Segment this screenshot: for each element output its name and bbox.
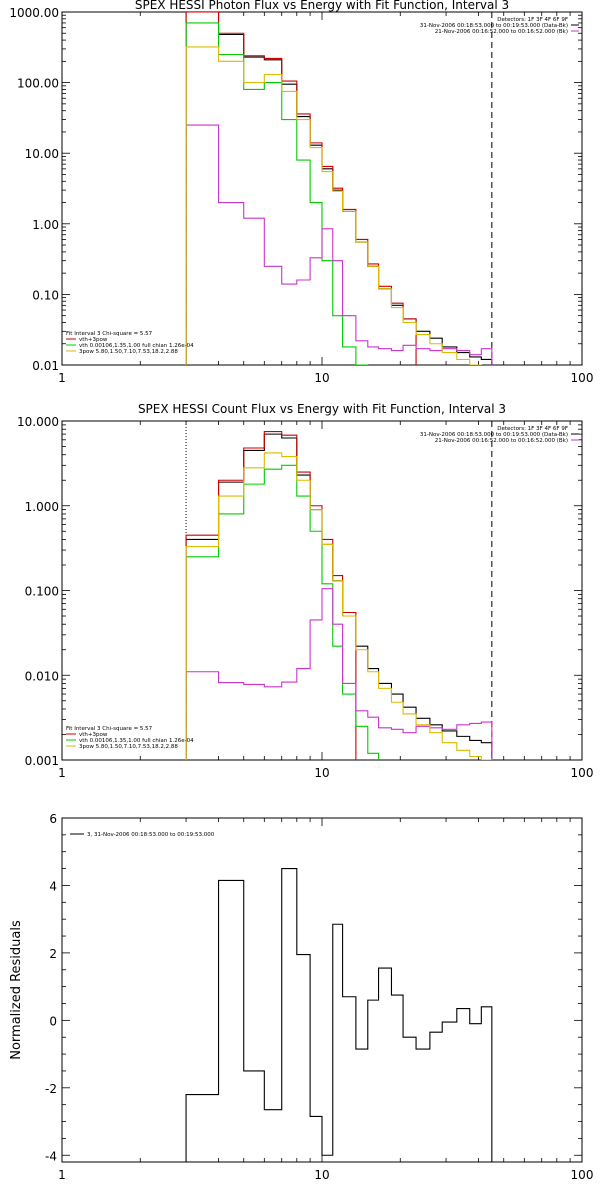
series-line-5 <box>185 452 493 760</box>
y-tick-label: 10.000 <box>17 415 59 429</box>
x-tick-label: 10 <box>314 371 329 385</box>
legend-right-entry: Detectors: 1F 3F 4F 6F 9F <box>497 17 568 23</box>
chart-title: SPEX HESSI Count Flux vs Energy with Fit… <box>138 402 506 416</box>
series-line-1 <box>185 433 493 760</box>
legend-right-entry: 31-Nov-2006 00:18:53.000 to 00:19:53.000… <box>420 23 568 29</box>
series-line-5 <box>185 46 482 365</box>
series-line-4 <box>185 124 493 365</box>
y-tick-label: 1.000 <box>25 500 59 514</box>
legend-right-entry: Detectors: 1F 3F 4F 6F 9F <box>497 426 568 432</box>
plot-area <box>185 12 493 365</box>
legend-left-entry: Fit Interval 3 Chi-square = 5.57 <box>66 726 153 732</box>
y-tick-label: 0 <box>49 1014 57 1028</box>
y-tick-label: 2 <box>49 947 57 961</box>
x-tick-label: 1 <box>58 1168 66 1182</box>
legend-right-entry: 31-Nov-2006 00:18:53.000 to 00:19:53.000… <box>420 432 568 438</box>
y-tick-label: -4 <box>45 1149 57 1163</box>
legend-left-entry: 3pow 5.80,1.50,7.10,7.53,18.2,2.88 <box>79 744 178 750</box>
chart-1: SPEX HESSI Photon Flux vs Energy with Fi… <box>9 0 594 385</box>
series-line-4 <box>185 588 493 760</box>
series-line-2 <box>185 12 417 365</box>
legend-left-entry: vth+3pow <box>79 337 108 343</box>
legend-right-entry: 21-Nov-2006 00:16:52.000 to 00:16:52.000… <box>435 438 568 444</box>
x-tick-label: 10 <box>314 766 329 780</box>
y-tick-label: 1.00 <box>32 218 59 232</box>
x-tick-label: 100 <box>571 766 594 780</box>
y-tick-label: 0.100 <box>25 585 59 599</box>
plot-frame <box>61 817 583 1163</box>
legend-left-entry: vth+3pow <box>79 732 108 738</box>
legend-left-entry: 3pow 5.80,1.50,7.10,7.53,18.2,2.88 <box>79 349 178 355</box>
legend-left-entry: vth 0.00106,1.35,1.00 full chian 1.26e-0… <box>79 738 194 744</box>
plot-frame <box>61 11 583 366</box>
y-tick-label: 10.00 <box>25 147 59 161</box>
legend-entry: 3, 31-Nov-2006 00:18:53.000 to 00:19:53.… <box>87 832 215 838</box>
series-line-3 <box>185 22 369 365</box>
x-tick-label: 100 <box>571 1168 594 1182</box>
y-axis-label: Normalized Residuals <box>9 920 24 1060</box>
y-tick-label: 6 <box>49 812 57 826</box>
y-tick-label: 1000.00 <box>9 6 59 20</box>
legend-right-entry: 21-Nov-2006 00:16:52.000 to 00:16:52.000… <box>435 29 568 35</box>
x-tick-label: 10 <box>314 1168 329 1182</box>
y-tick-label: 100.00 <box>17 77 59 91</box>
series-line-1 <box>185 12 493 365</box>
chart-title: SPEX HESSI Photon Flux vs Energy with Fi… <box>135 0 509 12</box>
plot-area <box>185 868 493 1162</box>
x-tick-label: 100 <box>571 371 594 385</box>
legend-left-entry: vth 0.00106,1.35,1.00 full chian 1.26e-0… <box>79 343 194 349</box>
plot-area <box>185 431 493 760</box>
y-tick-label: 0.01 <box>32 359 59 373</box>
series-line-2 <box>185 431 357 760</box>
x-tick-label: 1 <box>58 371 66 385</box>
y-tick-label: 0.010 <box>25 669 59 683</box>
x-tick-label: 1 <box>58 766 66 780</box>
y-tick-label: 4 <box>49 879 57 893</box>
y-tick-label: 0.001 <box>25 754 59 768</box>
legend-left-entry: Fit Interval 3 Chi-square = 5.57 <box>66 331 153 337</box>
series-line-3 <box>185 464 380 760</box>
chart-3: 1 10 100 -4 -2 0 2 4 6 Normalized Residuals 3, 31-… <box>9 812 594 1182</box>
series-line-1 <box>185 868 493 1162</box>
y-tick-label: 0.10 <box>32 288 59 302</box>
y-tick-label: -2 <box>45 1082 57 1096</box>
chart-2: SPEX HESSI Count Flux vs Energy with Fit… <box>17 402 594 780</box>
